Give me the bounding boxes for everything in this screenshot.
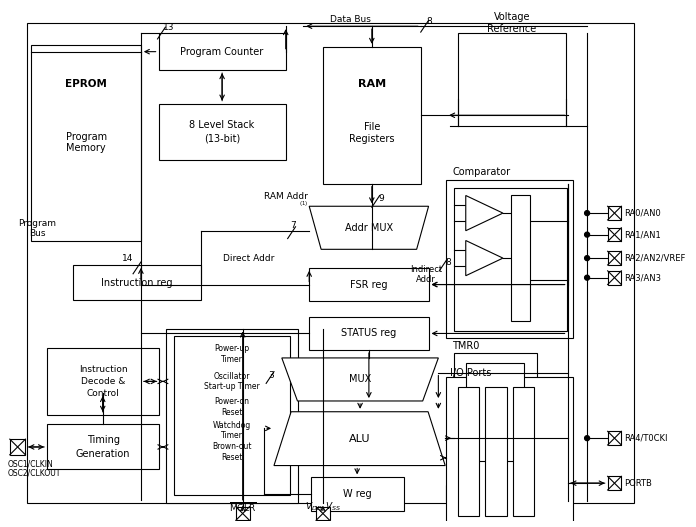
- Text: RA4/T0CKI: RA4/T0CKI: [624, 434, 667, 443]
- Bar: [608, 206, 622, 220]
- Bar: [311, 477, 404, 511]
- Bar: [309, 268, 429, 301]
- Text: Instruction
Decode &
Control: Instruction Decode & Control: [79, 365, 127, 398]
- Text: File
Registers: File Registers: [349, 122, 395, 144]
- Text: Oscillator
Start-up Timer: Oscillator Start-up Timer: [204, 372, 260, 391]
- Bar: [446, 180, 574, 338]
- Text: MUX: MUX: [349, 375, 371, 385]
- Text: RAM Addr: RAM Addr: [264, 192, 308, 201]
- Text: Addr MUX: Addr MUX: [345, 223, 393, 233]
- Text: Timing
Generation: Timing Generation: [76, 435, 130, 458]
- Text: 3: 3: [268, 371, 274, 380]
- Bar: [608, 431, 622, 445]
- Text: $\mathregular{^{(1)}}$: $\mathregular{^{(1)}}$: [299, 201, 308, 210]
- Bar: [236, 506, 249, 520]
- Circle shape: [585, 436, 590, 441]
- Bar: [513, 387, 535, 516]
- Text: Power-on
Reset: Power-on Reset: [214, 397, 249, 416]
- Text: $V_{DD}, V_{SS}$: $V_{DD}, V_{SS}$: [305, 501, 341, 513]
- Bar: [47, 348, 159, 415]
- Bar: [608, 228, 622, 241]
- Circle shape: [585, 256, 590, 260]
- Bar: [316, 506, 330, 520]
- Bar: [454, 188, 567, 330]
- Text: 9: 9: [379, 194, 384, 203]
- Text: RA3/AN3: RA3/AN3: [624, 273, 661, 282]
- Polygon shape: [274, 412, 445, 465]
- Polygon shape: [466, 240, 503, 276]
- Text: RA1/AN1: RA1/AN1: [624, 230, 661, 239]
- Bar: [309, 317, 429, 350]
- Text: 8 Level Stack
(13-bit): 8 Level Stack (13-bit): [189, 120, 255, 143]
- Bar: [31, 45, 141, 240]
- Text: Brown-out
Reset: Brown-out Reset: [212, 442, 252, 462]
- Polygon shape: [466, 196, 503, 231]
- Bar: [323, 47, 421, 184]
- Text: ALU: ALU: [349, 434, 370, 444]
- Text: Direct Addr: Direct Addr: [223, 253, 274, 262]
- Polygon shape: [309, 206, 429, 249]
- Text: STATUS reg: STATUS reg: [341, 328, 397, 338]
- Text: 8: 8: [445, 258, 451, 267]
- Bar: [466, 363, 525, 461]
- Bar: [174, 336, 290, 495]
- Text: 7: 7: [290, 221, 296, 230]
- Text: PORTB: PORTB: [624, 479, 652, 487]
- Bar: [608, 271, 622, 285]
- Polygon shape: [282, 358, 438, 401]
- Text: Indirect
Addr: Indirect Addr: [410, 265, 442, 285]
- Bar: [27, 23, 634, 503]
- Text: Program Counter: Program Counter: [180, 47, 264, 57]
- Bar: [73, 265, 200, 300]
- Text: OSC1/CLKIN: OSC1/CLKIN: [8, 459, 54, 468]
- Text: Data Bus: Data Bus: [330, 15, 371, 24]
- Text: EPROM: EPROM: [65, 79, 107, 89]
- Bar: [454, 353, 537, 469]
- Text: I/O Ports: I/O Ports: [450, 368, 491, 378]
- Bar: [608, 476, 622, 490]
- Text: 8: 8: [427, 17, 432, 26]
- Bar: [458, 33, 566, 126]
- Text: Power-up
Timer: Power-up Timer: [214, 344, 249, 364]
- Bar: [159, 103, 286, 160]
- Text: OSC2/CLKOUT: OSC2/CLKOUT: [8, 469, 61, 478]
- Bar: [485, 387, 507, 516]
- Text: RA2/AN2/VREF: RA2/AN2/VREF: [624, 253, 686, 262]
- Text: Voltage
Reference: Voltage Reference: [487, 13, 537, 34]
- Bar: [47, 424, 159, 470]
- Text: Program
Bus: Program Bus: [18, 219, 56, 238]
- Circle shape: [585, 211, 590, 216]
- Bar: [166, 328, 299, 503]
- Bar: [10, 439, 26, 455]
- Bar: [608, 251, 622, 265]
- Text: TMR0: TMR0: [452, 341, 480, 351]
- Text: 14: 14: [122, 253, 133, 262]
- Text: Instruction reg: Instruction reg: [101, 278, 173, 288]
- Text: FSR reg: FSR reg: [350, 279, 388, 289]
- Text: W reg: W reg: [343, 489, 372, 499]
- Circle shape: [585, 232, 590, 237]
- Text: RA0/AN0: RA0/AN0: [624, 209, 661, 218]
- Circle shape: [585, 275, 590, 280]
- Text: 13: 13: [164, 23, 175, 32]
- Bar: [511, 196, 530, 321]
- Text: $\overline{\rm MCLR}$: $\overline{\rm MCLR}$: [229, 500, 256, 514]
- Text: Watchdog
Timer: Watchdog Timer: [213, 421, 251, 440]
- Bar: [446, 377, 574, 527]
- Text: RAM: RAM: [358, 79, 386, 89]
- Bar: [159, 33, 286, 70]
- Text: Program
Memory: Program Memory: [65, 132, 106, 153]
- Bar: [458, 387, 480, 516]
- Text: Comparator: Comparator: [452, 167, 510, 177]
- Bar: [446, 485, 574, 501]
